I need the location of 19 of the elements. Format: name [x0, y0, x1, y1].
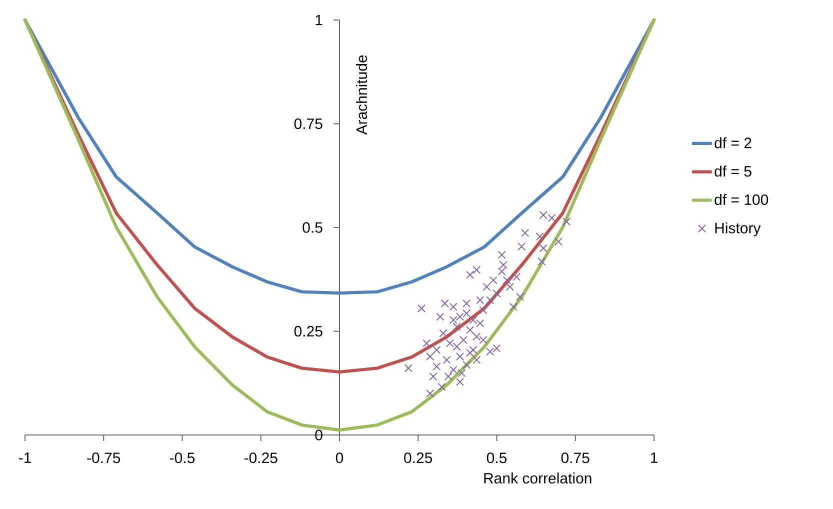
- y-tick-label: 0.25: [294, 326, 322, 337]
- x-tick-label: -1: [18, 452, 31, 463]
- x-tick-label: 0.25: [404, 452, 432, 464]
- legend-label: df = 5: [714, 166, 752, 177]
- y-tick-label: 0.5: [302, 222, 322, 233]
- legend-label: df = 100: [714, 194, 768, 206]
- legend-label: History: [715, 222, 761, 236]
- x-tick-label: -0.25: [244, 452, 278, 464]
- y-tick-label: 1: [316, 14, 322, 26]
- x-tick-label: 1: [650, 452, 658, 463]
- x-tick-label: -0.5: [170, 452, 195, 464]
- x-tick-label: 0.75: [561, 452, 590, 464]
- y-axis-title: Arachnitude: [356, 55, 368, 135]
- x-axis-title: Rank correlation: [484, 472, 592, 484]
- x-tick-label: 0.5: [486, 452, 507, 464]
- x-tick-label: 0: [336, 452, 344, 464]
- y-tick-label: 0.75: [294, 118, 322, 130]
- x-tick-label: -0.75: [87, 452, 120, 464]
- legend-label: df = 2: [714, 137, 752, 148]
